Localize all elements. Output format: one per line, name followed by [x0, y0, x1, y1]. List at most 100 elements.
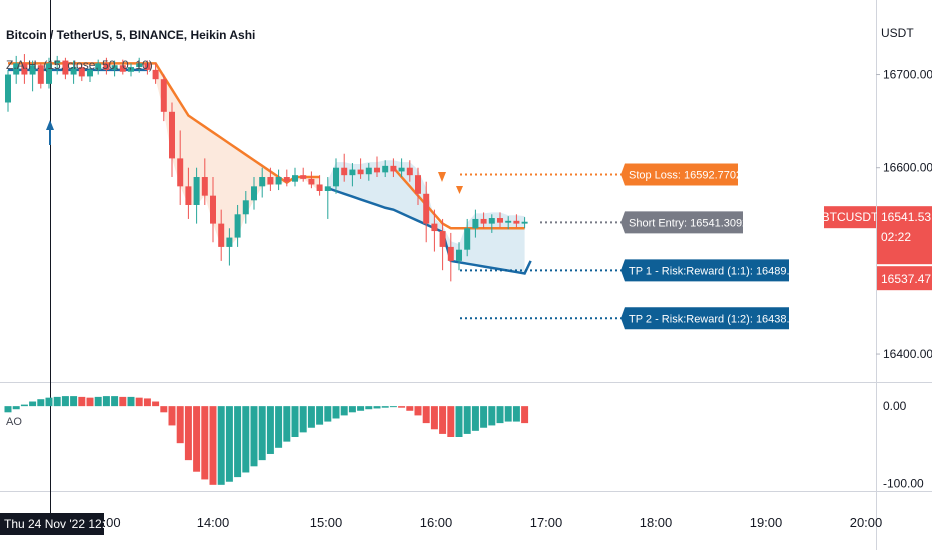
candle-body[interactable] — [5, 74, 11, 103]
candle-body[interactable] — [423, 193, 430, 224]
candle-body[interactable] — [218, 223, 225, 247]
candle-body[interactable] — [111, 65, 118, 70]
time-tick-label: 14:00 — [197, 515, 230, 530]
candle-body[interactable] — [242, 200, 249, 215]
candle-body[interactable] — [226, 237, 233, 247]
ao-bar — [324, 406, 332, 422]
time-tick-label: 16:00 — [420, 515, 453, 530]
tp2-label[interactable]: TP 2 - Risk:Reward (1:2): 16438.38922637… — [621, 307, 851, 330]
candle-body[interactable] — [415, 175, 421, 194]
candle-body[interactable] — [128, 67, 134, 72]
candle-body[interactable] — [210, 195, 216, 224]
candle-body[interactable] — [447, 246, 454, 261]
candle-body[interactable] — [37, 65, 44, 84]
candle-body[interactable] — [119, 65, 126, 72]
price-tick-label: 16700.00 — [883, 68, 932, 82]
candle-body[interactable] — [185, 186, 192, 205]
candle-body[interactable] — [169, 111, 175, 159]
candle-body[interactable] — [406, 167, 413, 176]
ao-bar — [447, 406, 455, 437]
candle-body[interactable] — [13, 63, 20, 75]
candle-body[interactable] — [144, 63, 151, 70]
candle-body[interactable] — [62, 60, 69, 75]
candle-body[interactable] — [374, 167, 380, 173]
ao-bar — [504, 406, 512, 422]
ao-bar — [209, 406, 217, 485]
ao-bar — [357, 406, 365, 411]
ao-bar — [193, 406, 201, 472]
ao-bar — [119, 396, 127, 407]
ao-bar — [20, 404, 28, 407]
candle-body[interactable] — [333, 167, 339, 187]
candle-body[interactable] — [54, 60, 61, 64]
candle-body[interactable] — [521, 221, 528, 224]
symbol-title[interactable]: Bitcoin / TetherUS, 5, BINANCE, Heikin A… — [6, 28, 256, 42]
candle-body[interactable] — [480, 218, 487, 224]
candle-body[interactable] — [513, 220, 520, 224]
candle-body[interactable] — [177, 158, 184, 187]
candle-body[interactable] — [341, 167, 348, 176]
candle-body[interactable] — [308, 178, 315, 185]
candle-body[interactable] — [349, 169, 356, 176]
candle-body[interactable] — [316, 184, 323, 191]
candle-body[interactable] — [275, 177, 282, 185]
ao-bar — [422, 406, 430, 424]
candle-body[interactable] — [70, 67, 77, 75]
ao-bar — [160, 406, 168, 413]
candle-body[interactable] — [234, 214, 241, 238]
ao-bar — [176, 406, 184, 444]
candle-body[interactable] — [472, 218, 479, 229]
tp2-label-bg — [621, 307, 789, 330]
ao-bar — [242, 406, 250, 473]
candle-body[interactable] — [439, 231, 446, 247]
ao-bar — [78, 396, 86, 407]
last-price-text: 16541.53 — [881, 210, 931, 224]
osc-tick-label: -100.00 — [883, 476, 924, 490]
candle-body[interactable] — [300, 175, 307, 179]
tp1-label-text: TP 1 - Risk:Reward (1:1): 16489.84820872… — [629, 265, 851, 277]
indicator-legend[interactable]: Z.A.H. (15, close, 50, 0, 10) — [6, 58, 153, 72]
candle-body[interactable] — [160, 79, 167, 112]
candle-body[interactable] — [95, 63, 102, 70]
candle-body[interactable] — [193, 177, 200, 205]
tp1-label[interactable]: TP 1 - Risk:Reward (1:1): 16489.84820872… — [621, 259, 851, 282]
candle-body[interactable] — [431, 223, 438, 232]
candle-body[interactable] — [267, 177, 274, 185]
candle-body[interactable] — [497, 218, 503, 223]
candle-body[interactable] — [390, 165, 397, 172]
candle-body[interactable] — [78, 67, 85, 77]
candle-body[interactable] — [488, 218, 495, 224]
crosshair-date-label: Thu 24 Nov '22 12:25 — [0, 513, 104, 535]
candle-body[interactable] — [259, 177, 266, 187]
stop-loss-label[interactable]: Stop Loss: 16592.7702440288 — [621, 163, 779, 186]
candle-body[interactable] — [21, 63, 28, 75]
last-price-badge-bg — [877, 206, 932, 265]
short-entry-label[interactable]: Short Entry: 16541.3092263759 — [621, 211, 785, 234]
candle-body[interactable] — [398, 167, 405, 172]
candle-body[interactable] — [456, 249, 462, 261]
symbol-badge-text: BTCUSDT — [822, 210, 879, 224]
candle-body[interactable] — [251, 186, 257, 201]
candle-body[interactable] — [292, 175, 298, 182]
ao-bar — [365, 406, 373, 410]
candle-body[interactable] — [464, 228, 471, 250]
candle-body[interactable] — [283, 177, 290, 182]
ao-bar — [471, 406, 479, 431]
candle-body[interactable] — [46, 63, 52, 84]
candle-body[interactable] — [357, 169, 364, 175]
candle-body[interactable] — [365, 167, 372, 175]
candle-body[interactable] — [505, 220, 512, 223]
candle-body[interactable] — [136, 63, 143, 68]
candle-body[interactable] — [201, 177, 208, 196]
candle-body[interactable] — [382, 165, 389, 173]
candle-body[interactable] — [103, 63, 110, 70]
candle-body[interactable] — [324, 186, 331, 191]
ao-bar — [234, 406, 242, 478]
candle-body[interactable] — [152, 69, 159, 80]
candle-body[interactable] — [29, 65, 36, 75]
ao-bar — [488, 406, 496, 426]
ao-bar — [53, 396, 61, 407]
candle-body[interactable] — [87, 69, 93, 77]
